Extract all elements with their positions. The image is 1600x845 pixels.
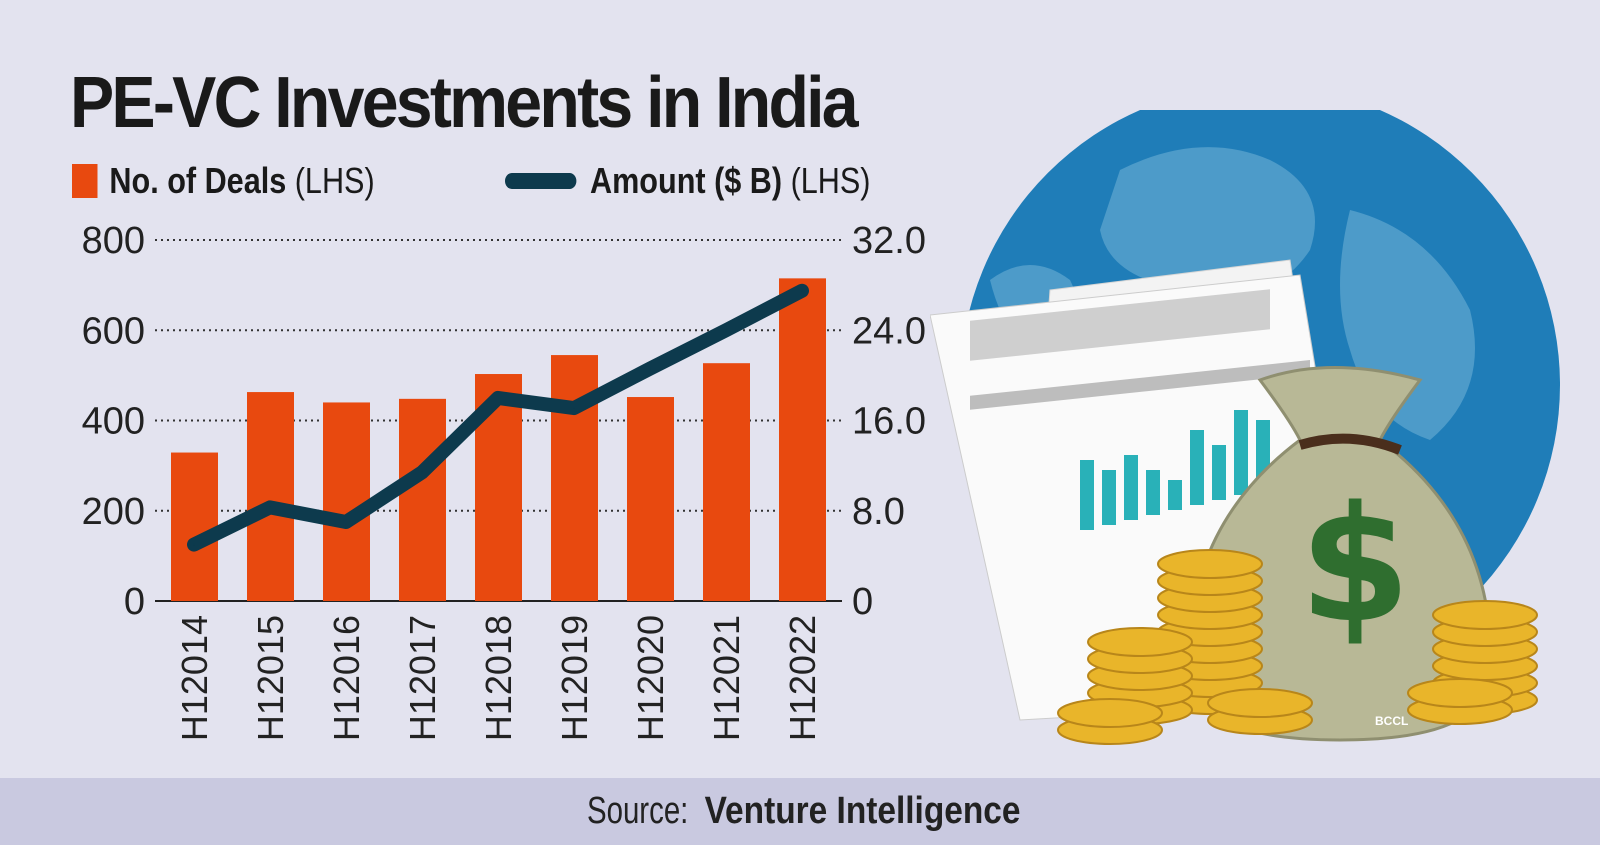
svg-text:$: $ [1299, 471, 1410, 658]
amount-point-H12016 [345, 521, 347, 524]
legend-bar-swatch [72, 164, 98, 198]
chart-area: 800 32.0 600 24.0 400 16.0 200 8.0 0 0 H12014 H1201… [82, 220, 926, 741]
bar-H12015 [247, 392, 294, 601]
left-tick-label: 600 [82, 310, 145, 352]
coin [1407, 678, 1513, 708]
x-tick-label: H12019 [554, 615, 595, 741]
x-tick-label: H12021 [706, 615, 747, 741]
x-tick-label: H12022 [782, 615, 823, 741]
credit-watermark: BCCL [1375, 714, 1408, 728]
bar-H12022 [779, 278, 826, 601]
legend-amount-note: (LHS) [790, 160, 871, 201]
bar-H12014 [171, 452, 218, 601]
x-tick-label: H12016 [326, 615, 367, 741]
right-tick-label: 8.0 [852, 491, 905, 533]
x-tick-label: H12014 [174, 615, 215, 741]
amount-point-H12017 [421, 471, 423, 474]
amount-point-H12020 [649, 367, 651, 370]
coin [1087, 627, 1193, 657]
illustration: $ BCCL [930, 110, 1560, 745]
x-tick-label: H12018 [478, 615, 519, 741]
source-prefix: Source: [586, 790, 689, 832]
left-tick-label: 200 [82, 491, 145, 533]
legend-deals: No. of Deals (LHS) [72, 160, 375, 202]
money-bag-icon: $ [1187, 366, 1493, 742]
chart-title: PE-VC Investments in India [70, 63, 859, 143]
amount-point-H12022 [801, 289, 803, 292]
x-tick-label: H12015 [250, 615, 291, 741]
coin [1157, 549, 1263, 579]
amount-point-H12019 [573, 407, 575, 410]
left-tick-label: 800 [82, 220, 145, 262]
coin [1432, 600, 1538, 630]
document-bar-chart-icon [1080, 410, 1270, 530]
bar-H12016 [323, 402, 370, 601]
left-tick-label: 0 [124, 581, 145, 623]
gold-coins-icon [1057, 549, 1538, 745]
coin [1057, 698, 1163, 728]
bar-H12017 [399, 398, 446, 601]
right-tick-label: 0 [852, 581, 873, 623]
amount-point-H12018 [497, 396, 499, 399]
source-footer: Source: Venture Intelligence [0, 778, 1600, 845]
amount-point-H12014 [193, 543, 195, 546]
bar-H12020 [627, 397, 674, 601]
right-tick-label: 24.0 [852, 310, 926, 352]
right-tick-label: 16.0 [852, 401, 926, 443]
legend-amount: Amount ($ B) (LHS) [505, 160, 870, 202]
x-tick-label: H12017 [402, 615, 443, 741]
amount-point-H12021 [725, 329, 727, 332]
legend-line-swatch [505, 173, 577, 189]
amount-point-H12015 [269, 506, 271, 509]
legend-deals-label: No. of Deals [109, 160, 287, 201]
source-name: Venture Intelligence [704, 790, 1021, 832]
legend-deals-note: (LHS) [294, 160, 375, 201]
left-tick-label: 400 [82, 401, 145, 443]
coin [1207, 688, 1313, 718]
bar-H12021 [703, 363, 750, 601]
right-tick-label: 32.0 [852, 220, 926, 262]
legend-amount-label: Amount ($ B) [590, 160, 783, 201]
x-tick-label: H12020 [630, 615, 671, 741]
